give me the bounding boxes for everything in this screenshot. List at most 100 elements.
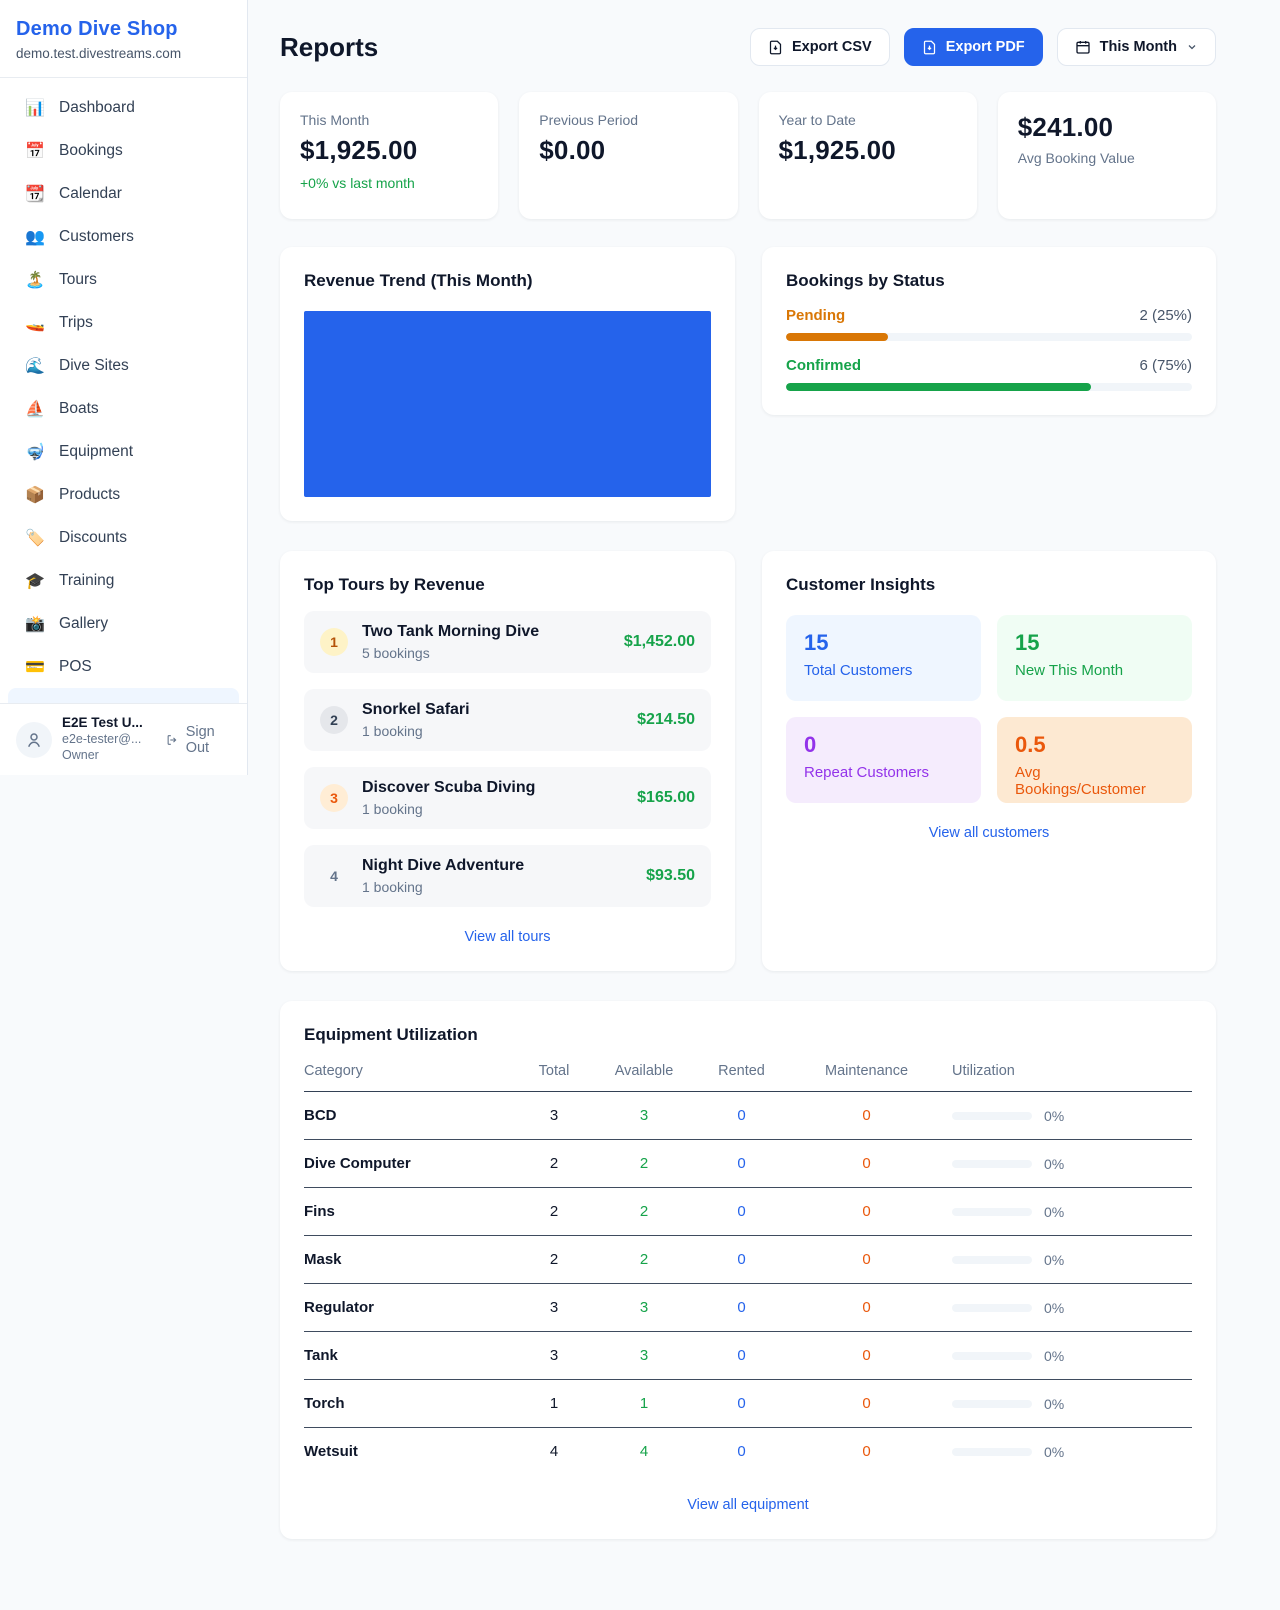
equipment-category: Tank (304, 1331, 514, 1380)
sidebar-item-label: Gallery (59, 614, 109, 632)
equipment-utilization: 0% (944, 1235, 1192, 1284)
page-title: Reports (280, 31, 379, 62)
sidebar-item-dashboard[interactable]: 📊 Dashboard (8, 86, 239, 129)
stat-cards: This Month $1,925.00 +0% vs last month P… (280, 92, 1216, 219)
equipment-category: Mask (304, 1235, 514, 1284)
sidebar-item-discounts[interactable]: 🏷️ Discounts (8, 516, 239, 559)
equipment-rented: 0 (694, 1187, 789, 1236)
equipment-row: Mask 2 2 0 0 0% (304, 1235, 1192, 1284)
tile-value: 15 (1015, 630, 1040, 655)
export-pdf-label: Export PDF (945, 39, 1025, 55)
equipment-total: 3 (514, 1283, 594, 1332)
sidebar-item-tours[interactable]: 🏝️ Tours (8, 258, 239, 301)
sidebar-item-trips[interactable]: 🚤 Trips (8, 301, 239, 344)
rank-badge: 2 (320, 706, 348, 734)
tour-row: 2 Snorkel Safari 1 booking $214.50 (304, 689, 711, 751)
utilization-percent: 0% (1044, 1107, 1065, 1124)
col-header-rented: Rented (694, 1063, 789, 1092)
header-actions: Export CSV Export PDF This Month (749, 28, 1216, 66)
utilization-percent: 0% (1044, 1251, 1065, 1268)
equipment-maintenance: 0 (862, 1443, 871, 1460)
utilization-bar (952, 1207, 1032, 1216)
status-count: 6 (75%) (1139, 357, 1192, 374)
tile-label: Total Customers (804, 662, 913, 679)
equipment-available: 3 (594, 1091, 694, 1140)
equipment-available: 3 (594, 1283, 694, 1332)
shop-domain: demo.test.divestreams.com (16, 46, 182, 61)
equipment-total: 3 (514, 1331, 594, 1380)
equipment-rented: 0 (737, 1443, 746, 1460)
sidebar-item-products[interactable]: 📦 Products (8, 473, 239, 516)
sidebar-item-bookings[interactable]: 📅 Bookings (8, 129, 239, 172)
calendar-icon: 📆 (25, 185, 45, 203)
tile-new-this-month: 15 New This Month (997, 615, 1192, 701)
equipment-available: 4 (639, 1443, 649, 1460)
equipment-available: 3 (594, 1331, 694, 1380)
brand-block: Demo Dive Shop demo.test.divestreams.com (0, 0, 247, 78)
stat-label: Previous Period (539, 112, 639, 128)
sidebar-nav: 📊 Dashboard 📅 Bookings 📆 Calendar 👥 Cust… (0, 78, 247, 703)
tour-revenue: $1,452.00 (623, 633, 695, 650)
insight-tiles: 15 Total Customers 15 New This Month 0 R… (786, 615, 1192, 803)
view-all-customers-link[interactable]: View all customers (928, 825, 1050, 841)
equipment-utilization: 0% (944, 1091, 1192, 1140)
status-count: 2 (25%) (1139, 307, 1192, 324)
sidebar-item-customers[interactable]: 👥 Customers (8, 215, 239, 258)
sidebar-item-label: Dashboard (59, 98, 135, 116)
user-meta: E2E Test U... e2e-tester@... Owner (62, 715, 154, 763)
stat-label: Avg Booking Value (1017, 150, 1135, 166)
equipment-total: 2 (514, 1139, 594, 1188)
tile-label: Avg Bookings/Customer (1015, 764, 1146, 798)
sidebar-item-reports-active[interactable] (8, 688, 239, 703)
file-download-icon (769, 40, 782, 54)
tour-revenue: $214.50 (637, 711, 695, 728)
status-row-pending: Pending 2 (25%) (786, 307, 1192, 341)
utilization-bar (952, 1111, 1032, 1120)
sailboat-icon: ⛵ (25, 400, 45, 418)
sidebar-item-dive-sites[interactable]: 🌊 Dive Sites (8, 344, 239, 387)
equipment-maintenance: 0 (789, 1187, 944, 1236)
export-csv-label: Export CSV (791, 39, 872, 55)
equipment-available: 1 (594, 1379, 694, 1428)
tile-value: 15 (804, 630, 829, 655)
sidebar-item-label: Trips (59, 313, 93, 331)
equipment-total: 2 (514, 1187, 594, 1236)
calendar-icon (1076, 41, 1090, 54)
status-row-confirmed: Confirmed 6 (75%) (786, 357, 1192, 391)
view-all-tours-link[interactable]: View all tours (464, 929, 551, 945)
utilization-bar (952, 1447, 1032, 1456)
sign-out-button[interactable]: Sign Out (166, 724, 231, 756)
export-pdf-button[interactable]: Export PDF (903, 28, 1043, 66)
sidebar-item-training[interactable]: 🎓 Training (8, 559, 239, 602)
stat-card-avg-booking-value: $241.00 Avg Booking Value (997, 92, 1216, 219)
export-csv-button[interactable]: Export CSV (749, 28, 890, 66)
sidebar-item-gallery[interactable]: 📸 Gallery (8, 602, 239, 645)
equipment-maintenance: 0 (789, 1139, 944, 1188)
equipment-row: Regulator 3 3 0 0 0% (304, 1283, 1192, 1332)
tour-name: Discover Scuba Diving (362, 778, 536, 796)
tag-icon: 🏷️ (25, 529, 45, 547)
tile-value: 0.5 (1015, 732, 1046, 757)
rank-badge: 1 (320, 628, 348, 656)
stat-delta: +0% vs last month (300, 175, 415, 191)
revenue-trend-panel: Revenue Trend (This Month) (280, 247, 735, 521)
col-header-category: Category (304, 1063, 514, 1092)
progress-track (786, 333, 1192, 341)
panel-title: Customer Insights (786, 575, 936, 594)
charts-row: Revenue Trend (This Month) Bookings by S… (280, 247, 1216, 521)
tile-label: New This Month (1015, 662, 1124, 679)
view-all-equipment-link[interactable]: View all equipment (687, 1497, 809, 1513)
utilization-bar (952, 1159, 1032, 1168)
sidebar-item-label: Customers (59, 227, 134, 245)
equipment-rented: 0 (694, 1139, 789, 1188)
period-select[interactable]: This Month (1056, 28, 1216, 66)
sidebar-item-calendar[interactable]: 📆 Calendar (8, 172, 239, 215)
equipment-maintenance: 0 (789, 1331, 944, 1380)
avatar (16, 721, 52, 758)
equipment-total: 2 (514, 1235, 594, 1284)
tile-avg-bookings-customer: 0.5 Avg Bookings/Customer (997, 717, 1192, 803)
sidebar-item-pos[interactable]: 💳 POS (8, 645, 239, 688)
sidebar-item-boats[interactable]: ⛵ Boats (8, 387, 239, 430)
sign-out-label: Sign Out (185, 723, 215, 756)
sidebar-item-equipment[interactable]: 🤿 Equipment (8, 430, 239, 473)
